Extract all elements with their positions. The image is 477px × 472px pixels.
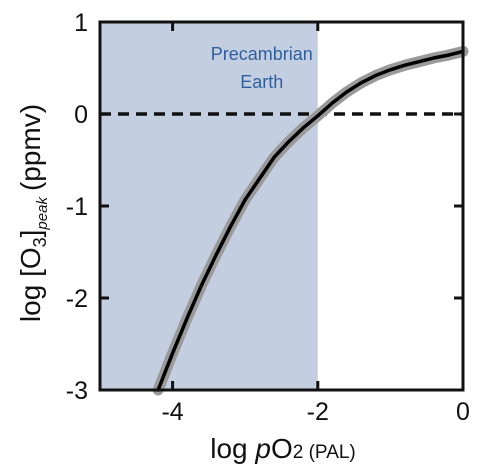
x-tick-label-0: -4 xyxy=(161,398,183,426)
ticks-layer: -4 -2 0 -3 -2 -1 0 1 xyxy=(66,9,470,426)
y-tick-label-0: -3 xyxy=(66,377,88,405)
svg-text:log [O3]peak(ppmv): log [O3]peak (ppmv) xyxy=(15,104,51,322)
series-0-line xyxy=(156,49,465,392)
x-axis-title-italic: p xyxy=(254,433,271,464)
x-axis-title-subscript: 2 xyxy=(293,442,304,463)
y-axis-title-subscript-italic: peak xyxy=(34,196,51,231)
x-axis-title-unit: (PAL) xyxy=(303,442,355,463)
y-tick-label-2: -1 xyxy=(66,193,88,221)
x-tick-label-1: -2 xyxy=(307,398,329,426)
y-axis-title-subscript-num: 3 xyxy=(30,237,50,247)
y-tick-label-1: -2 xyxy=(66,285,88,313)
precambrian-label-line-2: Earth xyxy=(240,72,283,92)
x-tick-label-2: 0 xyxy=(456,398,470,426)
y-axis-title: log [O3]peak (ppmv) xyxy=(15,104,51,322)
x-axis-title: log pO2 (PAL) xyxy=(210,433,356,464)
y-axis-title-prefix: log [O xyxy=(15,247,46,322)
precambrian-label: Precambrian Earth xyxy=(211,44,313,92)
y-tick-label-3: 0 xyxy=(74,101,88,129)
y-axis-title-unit: (ppmv) xyxy=(15,104,46,191)
precambrian-shaded-region xyxy=(100,22,318,390)
y-tick-label-4: 1 xyxy=(74,9,88,37)
y-axis-title-bracket: ] xyxy=(15,230,46,238)
x-axis-title-main: O xyxy=(271,433,293,464)
plot-area: Precambrian Earth -4 -2 0 -3 -2 -1 0 1 xyxy=(66,9,470,426)
x-axis-title-prefix: log xyxy=(210,433,255,464)
svg-text:log pO2 (PAL): log pO2 (PAL) xyxy=(210,433,356,464)
series-layer xyxy=(152,45,469,396)
precambrian-label-line-1: Precambrian xyxy=(211,44,313,64)
